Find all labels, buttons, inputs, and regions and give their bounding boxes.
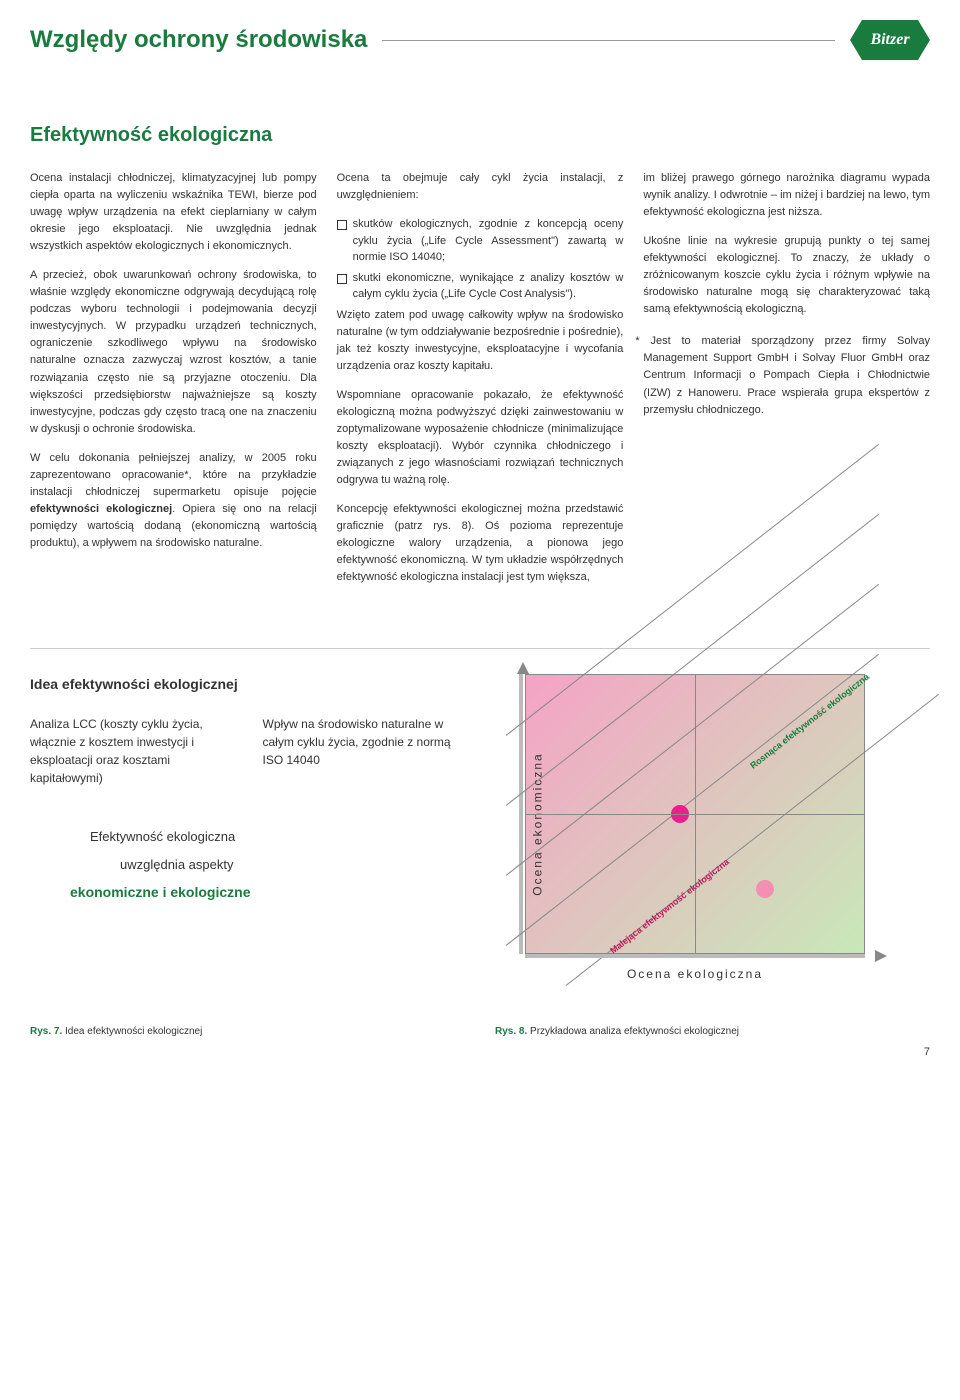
- header-title: Względy ochrony środowiska: [30, 22, 367, 58]
- x-axis-arrow-icon: [875, 950, 887, 962]
- col3-p2: Ukośne linie na wykresie grupują punkty …: [643, 233, 930, 318]
- caption-7: Rys. 7. Idea efektywności ekologicznej: [30, 1024, 465, 1039]
- page-header: Względy ochrony środowiska Bitzer: [30, 20, 930, 60]
- bullet-2: skutki ekonomiczne, wynikające z analizy…: [337, 270, 624, 303]
- diag-line: [506, 584, 879, 876]
- idea-title: Idea efektywności ekologicznej: [30, 674, 465, 695]
- column-2: Ocena ta obejmuje cały cykl życia instal…: [337, 170, 624, 598]
- col1-p3: W celu dokonania pełniejszej analizy, w …: [30, 450, 317, 552]
- section-title: Efektywność ekologiczna: [30, 120, 930, 150]
- caption-8: Rys. 8. Przykładowa analiza efektywności…: [495, 1024, 930, 1039]
- bullet-list: skutków ekologicznych, zgodnie z koncepc…: [337, 216, 624, 303]
- caption-7-text: Idea efektywności ekologicznej: [65, 1026, 202, 1037]
- footnote: * Jest to materiał sporządzony przez fir…: [643, 333, 930, 418]
- diag-line: [506, 654, 879, 946]
- caption-8-num: Rys. 8.: [495, 1026, 527, 1037]
- bottom-section: Idea efektywności ekologicznej Analiza L…: [30, 648, 930, 994]
- column-1: Ocena instalacji chłodniczej, klimatyzac…: [30, 170, 317, 598]
- col1-p2: A przecież, obok uwarunkowań ochrony śro…: [30, 267, 317, 437]
- idea-col-right: Wpływ na środowisko naturalne w całym cy…: [263, 715, 466, 787]
- col1-p1: Ocena instalacji chłodniczej, klimatyzac…: [30, 170, 317, 255]
- col3-p1: im bliżej prawego górnego narożnika diag…: [643, 170, 930, 221]
- x-axis-bar: [525, 954, 865, 958]
- aspects-label: uwzględnia aspekty: [120, 855, 465, 875]
- diagram-grid: Rosnąca efektywność ekologiczna Malejąca…: [525, 674, 865, 954]
- eco-label: Efektywność ekologiczna: [90, 827, 465, 847]
- y-axis-arrow-icon: [517, 662, 529, 674]
- text-columns: Ocena instalacji chłodniczej, klimatyzac…: [30, 170, 930, 598]
- page-number: 7: [30, 1044, 930, 1061]
- bullet-1: skutków ekologicznych, zgodnie z koncepc…: [337, 216, 624, 266]
- eco-green-label: ekonomiczne i ekologiczne: [70, 882, 465, 903]
- header-line: [382, 40, 835, 41]
- column-3: im bliżej prawego górnego narożnika diag…: [643, 170, 930, 598]
- eco-diagram: Rosnąca efektywność ekologiczna Malejąca…: [495, 674, 875, 994]
- data-dot-1: [671, 805, 689, 823]
- caption-7-num: Rys. 7.: [30, 1026, 62, 1037]
- diagram-panel: Rosnąca efektywność ekologiczna Malejąca…: [495, 674, 930, 994]
- idea-col-left: Analiza LCC (koszty cyklu życia, włączni…: [30, 715, 233, 787]
- y-axis-bar: [519, 674, 523, 954]
- rising-label: Rosnąca efektywność ekologiczna: [747, 671, 872, 773]
- col2-p1: Ocena ta obejmuje cały cykl życia instal…: [337, 170, 624, 204]
- col2-p4: Koncepcję efektywności ekologicznej możn…: [337, 501, 624, 586]
- y-axis-label: Ocena ekonomiczna: [529, 753, 547, 896]
- logo-text: Bitzer: [870, 28, 909, 52]
- caption-8-text: Przykładowa analiza efektywności ekologi…: [530, 1026, 739, 1037]
- falling-label: Malejąca efektywność ekologiczna: [608, 856, 733, 958]
- x-axis-label: Ocena ekologiczna: [627, 965, 763, 983]
- figure-captions: Rys. 7. Idea efektywności ekologicznej R…: [30, 1024, 930, 1039]
- col2-p3: Wspomniane opracowanie pokazało, że efek…: [337, 387, 624, 489]
- idea-columns: Analiza LCC (koszty cyklu życia, włączni…: [30, 715, 465, 787]
- brand-logo: Bitzer: [850, 20, 930, 60]
- col2-p2: Wzięto zatem pod uwagę całkowity wpływ n…: [337, 307, 624, 375]
- idea-panel: Idea efektywności ekologicznej Analiza L…: [30, 674, 465, 994]
- data-dot-2: [756, 880, 774, 898]
